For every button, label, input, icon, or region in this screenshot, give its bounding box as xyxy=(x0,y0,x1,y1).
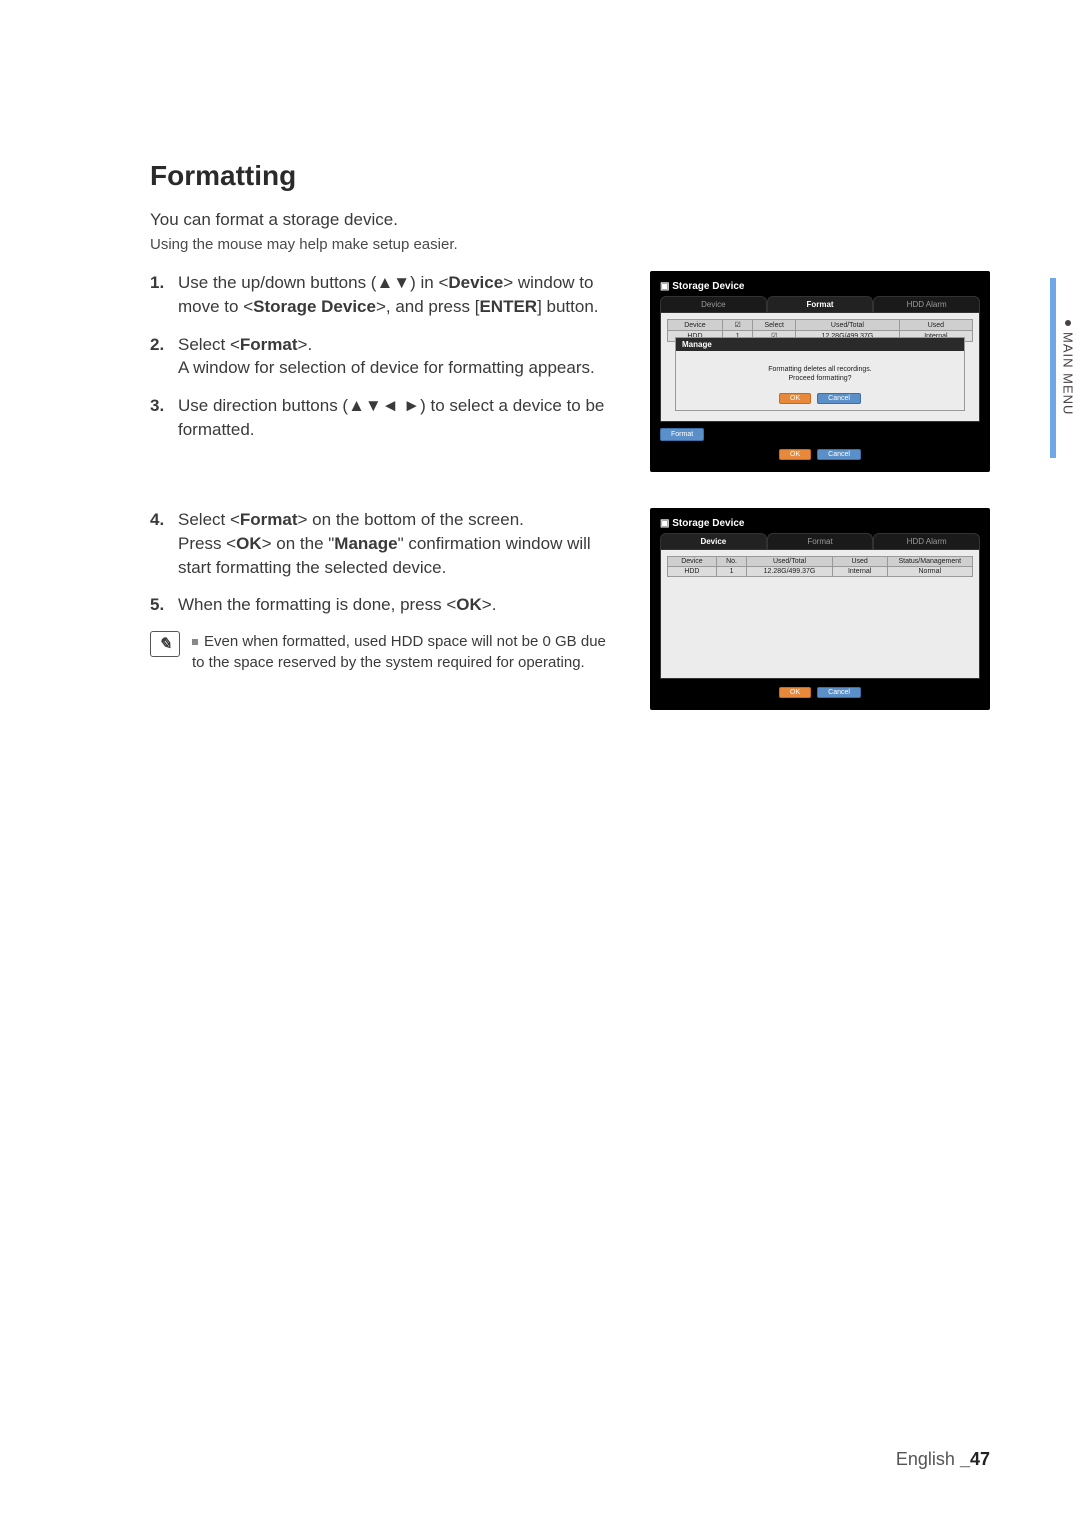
tab-format[interactable]: Format xyxy=(767,533,874,549)
table-row[interactable]: HDD 1 12.28G/499.37G Internal Normal xyxy=(668,567,973,577)
screenshot-device-list: ▣ Storage Device Device Format HDD Alarm… xyxy=(650,508,990,710)
step2-d: A window for selection of device for for… xyxy=(178,358,595,377)
dialog-title: Manage xyxy=(676,338,964,351)
step1-part4: ] button. xyxy=(537,297,598,316)
step2-c: >. xyxy=(298,335,313,354)
bullet-icon xyxy=(192,639,198,645)
cell2-no: 1 xyxy=(716,567,747,577)
tab-device[interactable]: Device xyxy=(660,533,767,549)
sub-intro-text: Using the mouse may help make setup easi… xyxy=(150,236,990,253)
col2-no: No. xyxy=(716,557,747,567)
col-check-all[interactable]: ☑ xyxy=(722,320,753,331)
note-text: Even when formatted, used HDD space will… xyxy=(192,633,606,671)
tab-device[interactable]: Device xyxy=(660,296,767,312)
step-4: 4. Select <Format> on the bottom of the … xyxy=(150,508,622,579)
tab-hdd-alarm[interactable]: HDD Alarm xyxy=(873,296,980,312)
col2-used: Used xyxy=(832,557,887,567)
col-used: Used xyxy=(899,320,972,331)
manage-dialog: Manage Formatting deletes all recordings… xyxy=(675,337,965,411)
s4e: OK xyxy=(236,534,262,553)
note-icon: ✎ xyxy=(150,631,180,657)
col2-device: Device xyxy=(668,557,717,567)
s4b: Format xyxy=(240,510,298,529)
tab-format[interactable]: Format xyxy=(767,296,874,312)
side-tab-main-menu: MAIN MENU xyxy=(1050,278,1080,458)
step3-text: Use direction buttons (▲▼◄ ►) to select … xyxy=(178,396,604,439)
footer-page-number: _47 xyxy=(960,1449,990,1469)
s4c: > on the bottom of the screen. xyxy=(298,510,524,529)
intro-text: You can format a storage device. xyxy=(150,210,990,230)
col-device: Device xyxy=(668,320,723,331)
col-select: Select xyxy=(753,320,796,331)
dialog-ok-button[interactable]: OK xyxy=(779,393,811,404)
step1-device: Device xyxy=(448,273,503,292)
cell2-device: HDD xyxy=(668,567,717,577)
icon-box: ▣ xyxy=(660,518,672,529)
step-5: 5. When the formatting is done, press <O… xyxy=(150,593,622,617)
step1-part: Use the up/down buttons (▲▼) in < xyxy=(178,273,448,292)
col2-status: Status/Management xyxy=(887,557,972,567)
cell2-used: Internal xyxy=(832,567,887,577)
col-used-total: Used/Total xyxy=(796,320,900,331)
s4g: Manage xyxy=(334,534,397,553)
bottom-cancel-button[interactable]: Cancel xyxy=(817,449,861,460)
step1-enter: ENTER xyxy=(479,297,537,316)
screenshot-format-dialog: ▣ Storage Device Device Format HDD Alarm… xyxy=(650,271,990,472)
bottom-cancel-button[interactable]: Cancel xyxy=(817,687,861,698)
s5a: When the formatting is done, press < xyxy=(178,595,456,614)
step-3: 3. Use direction buttons (▲▼◄ ►) to sele… xyxy=(150,394,622,442)
tab-hdd-alarm[interactable]: HDD Alarm xyxy=(873,533,980,549)
bottom-ok-button[interactable]: OK xyxy=(779,449,811,460)
shot2-title: Storage Device xyxy=(672,518,744,529)
s5b: OK xyxy=(456,595,482,614)
step1-storage: Storage Device xyxy=(253,297,376,316)
col2-usedtotal: Used/Total xyxy=(747,557,832,567)
note-block: ✎ Even when formatted, used HDD space wi… xyxy=(150,631,622,673)
cell2-status: Normal xyxy=(887,567,972,577)
cell2-usedtotal: 12.28G/499.37G xyxy=(747,567,832,577)
page-footer: English _47 xyxy=(896,1449,990,1470)
s4a: Select < xyxy=(178,510,240,529)
device-list-table: Device No. Used/Total Used Status/Manage… xyxy=(667,556,973,577)
shot1-title: Storage Device xyxy=(672,281,744,292)
icon-box: ▣ xyxy=(660,281,672,292)
step-2: 2. Select <Format>. A window for selecti… xyxy=(150,333,622,381)
bottom-ok-button[interactable]: OK xyxy=(779,687,811,698)
dialog-msg-2: Proceed formatting? xyxy=(788,375,851,382)
dialog-msg-1: Formatting deletes all recordings. xyxy=(768,366,872,373)
dot-icon xyxy=(1065,320,1071,326)
dialog-cancel-button[interactable]: Cancel xyxy=(817,393,861,404)
step-1: 1. Use the up/down buttons (▲▼) in <Devi… xyxy=(150,271,622,319)
s5c: >. xyxy=(482,595,497,614)
s4d: Press < xyxy=(178,534,236,553)
side-tab-label: MAIN MENU xyxy=(1061,332,1076,415)
step1-part3: >, and press [ xyxy=(376,297,479,316)
section-heading: Formatting xyxy=(150,160,990,192)
format-button[interactable]: Format xyxy=(660,428,704,441)
footer-lang: English xyxy=(896,1449,960,1469)
step2-a: Select < xyxy=(178,335,240,354)
step2-format: Format xyxy=(240,335,298,354)
s4f: > on the " xyxy=(262,534,335,553)
